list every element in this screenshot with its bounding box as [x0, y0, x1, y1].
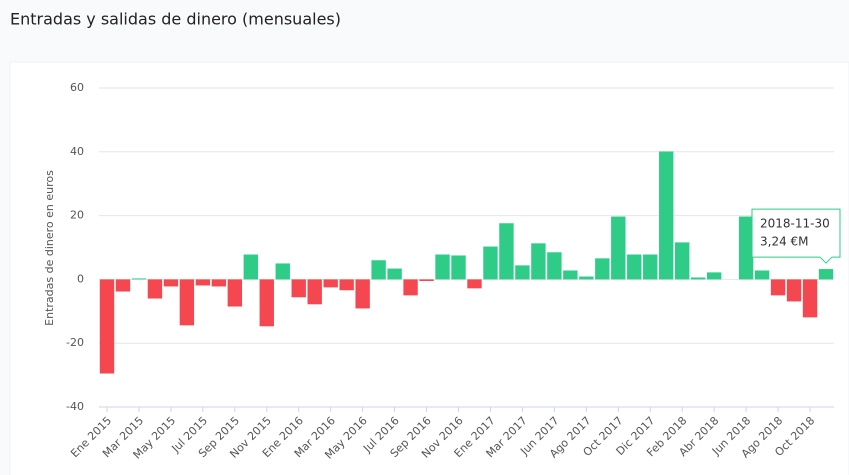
bar: [403, 279, 418, 296]
bar: [563, 270, 578, 280]
y-tick-label: -40: [66, 400, 84, 413]
bar: [179, 279, 195, 326]
bar: [643, 254, 658, 280]
y-tick-label: -20: [66, 336, 84, 349]
bar: [579, 276, 594, 280]
bar: [163, 279, 179, 287]
bar: [227, 279, 243, 307]
bar: [99, 279, 115, 374]
bar: [802, 279, 818, 318]
bar: [307, 279, 322, 305]
tooltip-box: [751, 208, 841, 264]
bar: [291, 279, 306, 298]
bar: [419, 279, 434, 281]
bar: [147, 279, 163, 299]
bar: [467, 279, 482, 289]
y-tick-label: 60: [70, 81, 84, 94]
card: [9, 61, 849, 475]
bar: [659, 151, 674, 280]
bar: [738, 216, 754, 280]
bar: [275, 263, 290, 280]
bar: [706, 272, 722, 280]
bar: [339, 279, 354, 291]
tooltip-value: 3,24 €M: [760, 235, 809, 249]
bar: [115, 279, 131, 292]
bar: [323, 279, 338, 288]
bar: [690, 277, 706, 280]
bar: [371, 260, 386, 280]
chart-title: Entradas y salidas de dinero (mensuales): [10, 10, 341, 29]
bar: [451, 255, 466, 280]
bar: [499, 223, 514, 280]
bar: [786, 279, 802, 302]
bar: [531, 243, 546, 280]
bar: [259, 279, 274, 327]
bar: [211, 279, 227, 287]
bar: [515, 265, 530, 280]
y-axis-title: Entradas de dinero en euros: [43, 170, 56, 326]
bar: [627, 254, 642, 280]
bar: [243, 254, 258, 280]
bar: [675, 242, 690, 280]
y-tick-label: 20: [70, 209, 84, 222]
bar: [754, 270, 770, 280]
bar: [770, 279, 786, 296]
bar: [483, 246, 498, 280]
bar: [131, 278, 147, 280]
bar: [595, 258, 610, 280]
bar: [387, 268, 402, 280]
bar: [611, 216, 626, 280]
bar: [435, 254, 450, 280]
y-tick-label: 0: [77, 272, 84, 285]
bar: [818, 269, 834, 280]
bar: [547, 252, 562, 280]
y-tick-label: 40: [70, 145, 84, 158]
bar: [195, 279, 211, 286]
bar: [355, 279, 370, 309]
tooltip-title: 2018-11-30: [760, 217, 830, 231]
tooltip: 2018-11-30 3,24 €M: [751, 208, 841, 264]
